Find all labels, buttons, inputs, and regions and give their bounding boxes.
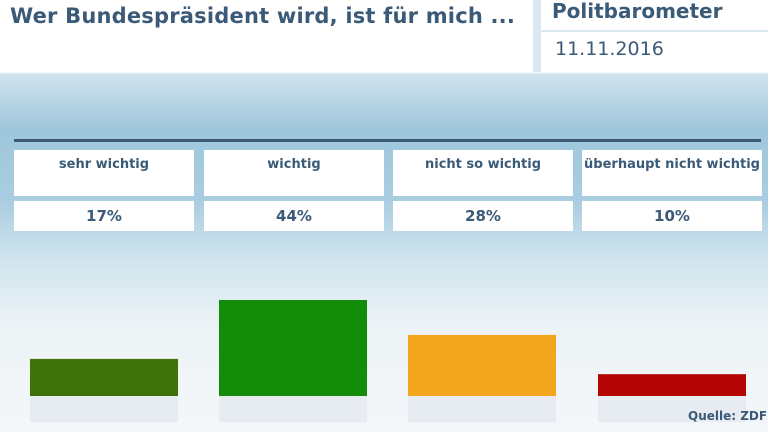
- header-divider: [533, 0, 541, 72]
- table-top-rule: [14, 139, 761, 142]
- source-name: Politbarometer: [552, 0, 723, 23]
- bar-reflection: [408, 396, 556, 422]
- bar-1: [219, 300, 367, 396]
- bar-reflection: [598, 396, 746, 422]
- value-label: 17%: [14, 201, 194, 231]
- meta-panel: [541, 0, 768, 72]
- category-label: sehr wichtig: [14, 150, 194, 196]
- chart-title: Wer Bundespräsident wird, ist für mich .…: [10, 4, 516, 28]
- value-label: 44%: [204, 201, 384, 231]
- bar-2: [408, 334, 556, 396]
- category-label: nicht so wichtig: [393, 150, 573, 196]
- survey-date: 11.11.2016: [555, 38, 664, 60]
- meta-divider: [541, 30, 768, 32]
- category-label: überhaupt nicht wichtig: [582, 150, 762, 196]
- value-label: 28%: [393, 201, 573, 231]
- bar-0: [30, 358, 178, 396]
- bar-reflection: [219, 396, 367, 422]
- source-note: Quelle: ZDF: [688, 409, 768, 423]
- category-label: wichtig: [204, 150, 384, 196]
- bar-reflection: [30, 396, 178, 422]
- value-label: 10%: [582, 201, 762, 231]
- title-panel: Wer Bundespräsident wird, ist für mich .…: [0, 0, 533, 72]
- bar-3: [598, 374, 746, 396]
